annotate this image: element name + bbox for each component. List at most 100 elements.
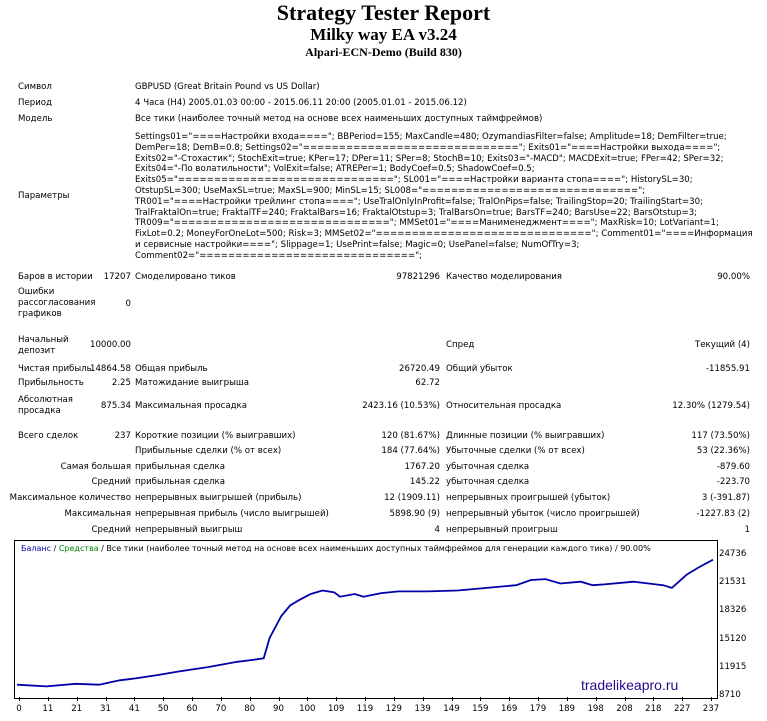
short-label: Короткие позиции (% выигравших) xyxy=(135,431,296,441)
long-value: 117 (73.50%) xyxy=(691,431,750,441)
loss-trades-value: 53 (22.36%) xyxy=(696,446,750,456)
average-profit-value: 145.22 xyxy=(409,477,440,487)
period-label: Период xyxy=(18,98,52,108)
maxdd-label: Максимальная просадка xyxy=(135,401,247,411)
deposit-label: Начальный депозит xyxy=(18,335,69,356)
absdd-value: 875.34 xyxy=(100,401,131,411)
bars-value: 17207 xyxy=(103,272,131,282)
params-text: Settings01="====Настройки входа===="; BB… xyxy=(135,132,753,261)
legend-description: / Все тики (наиболее точный метод на осн… xyxy=(98,544,651,553)
long-label: Длинные позиции (% выигравших) xyxy=(446,431,605,441)
maxconsp-losses-label: непрерывный убыток (число проигрышей) xyxy=(446,509,640,519)
largest-profit-value: 1767.20 xyxy=(404,462,440,472)
quality-label: Качество моделирования xyxy=(446,272,562,282)
netprofit-label: Чистая прибыль xyxy=(18,364,92,374)
params-label: Параметры xyxy=(18,191,70,201)
x-tick-label: 21 xyxy=(71,704,83,714)
model-label: Модель xyxy=(18,114,53,124)
largest-profit-label: прибыльная сделка xyxy=(135,462,225,472)
x-tick-label: 189 xyxy=(558,704,576,714)
report-title: Strategy Tester Report xyxy=(276,0,491,25)
x-tick-mark xyxy=(76,697,78,701)
x-tick-mark xyxy=(509,697,511,701)
largest-loss-label: убыточная сделка xyxy=(446,462,530,472)
x-tick-mark xyxy=(220,697,222,701)
x-tick-mark xyxy=(653,697,655,701)
x-tick-label: 218 xyxy=(645,704,662,714)
ticks-label: Смоделировано тиков xyxy=(135,272,236,282)
chart-plot-area: Баланс / Средства / Все тики (наиболее т… xyxy=(14,540,718,699)
x-tick-mark xyxy=(451,697,453,701)
x-tick-mark xyxy=(336,697,338,701)
x-tick-label: 11 xyxy=(42,704,54,714)
maxconsp-losses-value: -1227.83 (2) xyxy=(696,509,750,519)
pf-label: Прибыльность xyxy=(18,378,84,388)
average-label: Средний xyxy=(91,477,131,487)
x-tick-label: 41 xyxy=(128,704,140,714)
x-tick-mark xyxy=(249,697,251,701)
x-tick-label: 0 xyxy=(16,704,22,714)
x-tick-mark xyxy=(595,697,597,701)
mismatch-value: 0 xyxy=(125,299,131,309)
expected-value: 62.72 xyxy=(415,378,440,388)
maxcons-label: Максимальное количество xyxy=(9,493,131,503)
x-tick-mark xyxy=(134,697,136,701)
profit-trades-value: 184 (77.64%) xyxy=(381,446,440,456)
legend-equity: Средства xyxy=(58,544,99,553)
x-tick-mark xyxy=(711,697,712,701)
x-tick-label: 70 xyxy=(215,704,227,714)
maxconsp-wins-value: 5898.90 (9) xyxy=(389,509,440,519)
deposit-value: 10000.00 xyxy=(89,340,131,350)
y-tick-label: 11915 xyxy=(719,661,747,672)
period-value: 4 Часа (H4) 2005.01.03 00:00 - 2015.06.1… xyxy=(135,98,467,108)
x-tick-mark xyxy=(422,697,424,701)
x-tick-mark xyxy=(163,697,165,701)
chart-svg xyxy=(16,558,714,688)
grossloss-value: -11855.91 xyxy=(705,364,750,374)
maxcons-losses-value: 3 (-391.87) xyxy=(701,493,750,503)
expected-label: Матожидание выигрыша xyxy=(135,378,250,388)
absdd-label: Абсолютная просадка xyxy=(18,395,73,416)
largest-label: Самая большая xyxy=(60,462,131,472)
avgcons-wins-value: 4 xyxy=(434,525,440,535)
server-name: Alpari-ECN-Demo (Build 830) xyxy=(305,45,462,59)
x-tick-mark xyxy=(105,697,107,701)
x-tick-mark xyxy=(192,697,193,701)
avgcons-losses-value: 1 xyxy=(744,525,750,535)
x-tick-label: 159 xyxy=(472,704,489,714)
x-tick-label: 227 xyxy=(673,704,691,714)
model-value: Все тики (наиболее точный метод на основ… xyxy=(135,114,543,124)
reldd-value: 12.30% (1279.54) xyxy=(672,401,750,411)
reldd-label: Относительная просадка xyxy=(446,401,562,411)
ea-name: Milky way EA v3.24 xyxy=(310,25,457,44)
x-tick-label: 90 xyxy=(273,704,284,714)
maxconsp-wins-label: непрерывная прибыль (число выигрышей) xyxy=(135,509,329,519)
x-tick-label: 109 xyxy=(327,704,345,714)
symbol-value: GBPUSD (Great Britain Pound vs US Dollar… xyxy=(135,82,320,92)
quality-value: 90.00% xyxy=(717,272,750,282)
netprofit-value: 14864.58 xyxy=(89,364,131,374)
maxconsp-label: Максимальная xyxy=(64,509,131,519)
x-tick-mark xyxy=(47,697,49,701)
average-loss-label: убыточная сделка xyxy=(446,477,530,487)
x-tick-label: 50 xyxy=(157,704,169,714)
average-loss-value: -223.70 xyxy=(716,477,750,487)
x-tick-mark xyxy=(566,697,568,701)
mismatch-label: Ошибки рассогласования графиков xyxy=(18,287,96,319)
largest-loss-value: -879.60 xyxy=(716,462,750,472)
spread-value: Текущий (4) xyxy=(695,340,750,350)
x-tick-label: 129 xyxy=(385,704,403,714)
x-tick-label: 198 xyxy=(587,704,604,714)
short-value: 120 (81.67%) xyxy=(381,431,440,441)
x-tick-label: 119 xyxy=(356,704,374,714)
x-tick-label: 179 xyxy=(529,704,547,714)
x-tick-label: 169 xyxy=(500,704,518,714)
grossprofit-label: Общая прибыль xyxy=(135,364,208,374)
maxcons-losses-label: непрерывных проигрышей (убыток) xyxy=(446,493,611,503)
x-tick-label: 60 xyxy=(186,704,198,714)
legend-separator: / xyxy=(51,544,59,553)
maxcons-wins-label: непрерывных выигрышей (прибыль) xyxy=(135,493,302,503)
x-tick-label: 31 xyxy=(100,704,111,714)
legend-balance: Баланс xyxy=(21,544,52,553)
x-tick-label: 237 xyxy=(702,704,720,714)
